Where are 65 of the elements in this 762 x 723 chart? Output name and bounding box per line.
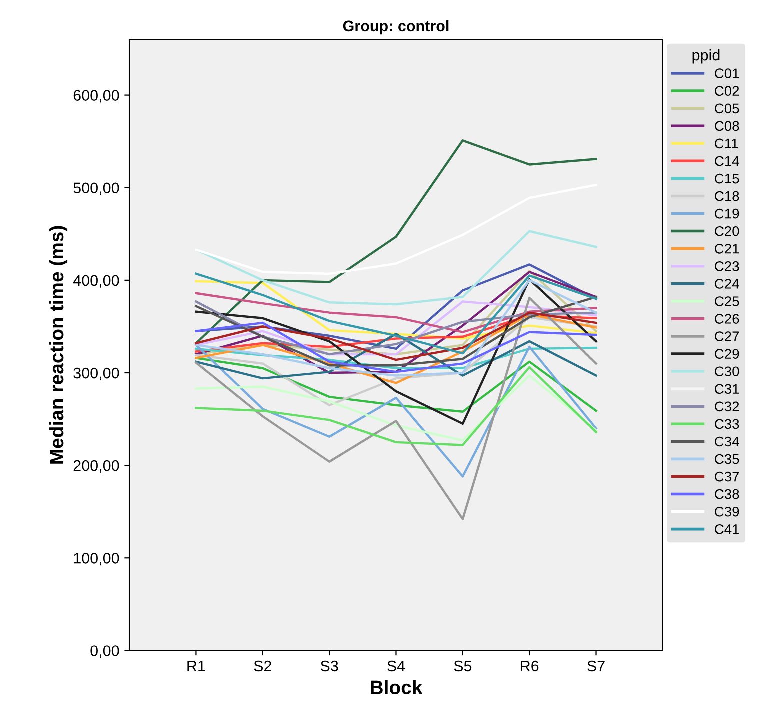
- line-series: [195, 278, 598, 426]
- legend-label: C41: [715, 524, 740, 534]
- line-series: [195, 316, 598, 407]
- legend-label: C25: [715, 296, 740, 306]
- legend-label: C24: [715, 279, 740, 289]
- y-tick-label: 0,00: [90, 646, 120, 658]
- legend-label: C20: [715, 226, 740, 236]
- line-series: [195, 184, 598, 276]
- legend-label: C01: [715, 68, 740, 79]
- legend-label: C29: [715, 349, 740, 359]
- line-series: [195, 366, 598, 446]
- line-series: [195, 312, 598, 362]
- line-series: [195, 280, 598, 340]
- line-series: [195, 314, 598, 353]
- legend-label: C05: [715, 104, 740, 114]
- legend-label: C23: [715, 262, 740, 272]
- legend-label: C11: [715, 138, 738, 149]
- legend-label: C37: [715, 472, 740, 482]
- y-axis-title: Median reaction time (ms): [49, 226, 68, 464]
- line-series: [195, 140, 598, 344]
- legend-label: C31: [715, 384, 740, 394]
- line-series: [195, 230, 598, 306]
- legend-label: C30: [715, 366, 740, 377]
- legend-label: C38: [715, 489, 740, 500]
- legend-label: C27: [715, 332, 740, 342]
- line-series: [195, 300, 598, 356]
- x-axis-title: Block: [371, 680, 423, 694]
- y-tick-label: 400,00: [73, 275, 120, 288]
- line-series: [195, 333, 598, 380]
- legend-label: C14: [715, 156, 740, 166]
- legend-label: C32: [715, 402, 740, 412]
- y-tick-label: 200,00: [74, 460, 120, 474]
- legend-title: ppid: [692, 49, 720, 64]
- x-tick-label: S2: [254, 660, 272, 672]
- x-tick-label: S5: [454, 660, 472, 672]
- x-tick-label: R6: [521, 660, 539, 672]
- legend-label: C08: [715, 121, 740, 132]
- legend-label: C39: [715, 506, 740, 517]
- y-tick-label: 600,00: [74, 90, 120, 103]
- line-series: [195, 374, 598, 442]
- line-series: [195, 357, 598, 413]
- legend-label: C34: [715, 436, 740, 447]
- line-series: [195, 296, 598, 520]
- legend-label: C26: [715, 314, 740, 324]
- line-series: [195, 314, 598, 384]
- y-tick-label: 300,00: [74, 368, 120, 380]
- x-tick-label: R1: [188, 660, 206, 672]
- legend-label: C15: [715, 174, 740, 184]
- chart-title: Group: control: [343, 20, 449, 35]
- x-tick-label: S4: [388, 660, 406, 672]
- legend-label: C18: [715, 191, 740, 202]
- x-tick-label: S7: [588, 660, 605, 672]
- x-tick-label: S3: [320, 660, 338, 672]
- line-series: [195, 296, 598, 367]
- legend-label: C02: [715, 86, 740, 96]
- line-series: [195, 292, 598, 334]
- line-series: [195, 346, 598, 370]
- legend-label: C35: [715, 454, 740, 464]
- line-series: [195, 322, 598, 374]
- legend-label: C21: [715, 244, 740, 254]
- legend-label: C19: [715, 208, 740, 219]
- y-tick-label: 500,00: [74, 182, 120, 196]
- y-tick-label: 100,00: [74, 553, 120, 566]
- legend-label: C33: [715, 419, 740, 430]
- line-series: [195, 344, 598, 478]
